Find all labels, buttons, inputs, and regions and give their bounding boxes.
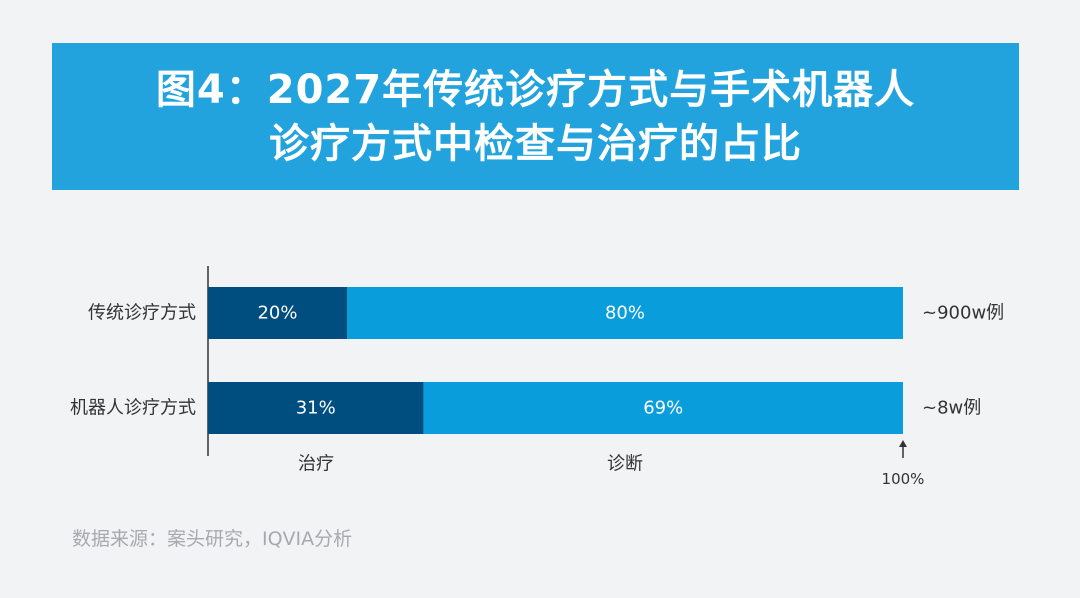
total-label-1: ~8w例 — [922, 398, 981, 419]
data-label-0-1: 31% — [296, 398, 336, 419]
series-label-1: 诊断 — [607, 454, 643, 475]
bar-segment-1-1 — [423, 382, 903, 434]
title-banner: 图4：2027年传统诊疗方式与手术机器人 诊疗方式中检查与治疗的占比 — [52, 43, 1019, 190]
end-marker-label: 100% — [882, 470, 925, 488]
series-label-0: 治疗 — [298, 454, 334, 475]
bar-segment-0-1 — [208, 382, 424, 434]
bar-segment-0-0 — [208, 287, 347, 339]
bars-layer — [208, 287, 903, 434]
total-label-0: ~900w例 — [922, 303, 1004, 324]
source-note: 数据来源：案头研究，IQVIA分析 — [72, 528, 353, 550]
category-label-0: 传统诊疗方式 — [88, 303, 196, 324]
page-title-line2: 诊疗方式中检查与治疗的占比 — [269, 120, 802, 167]
data-label-1-1: 69% — [643, 398, 683, 419]
page-title-line1: 图4：2027年传统诊疗方式与手术机器人 — [155, 66, 916, 113]
data-label-0-0: 20% — [257, 303, 297, 324]
end-marker-arrow-head — [899, 440, 907, 447]
category-label-1: 机器人诊疗方式 — [70, 398, 196, 419]
data-label-1-0: 80% — [605, 303, 645, 324]
bar-segment-1-0 — [347, 287, 903, 339]
